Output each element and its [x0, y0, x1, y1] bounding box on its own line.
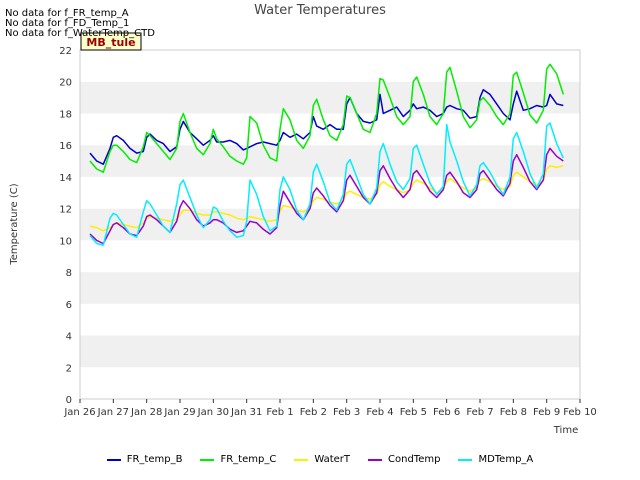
x-tick-label: Feb 6: [433, 407, 460, 418]
legend: FR_temp_B FR_temp_C WaterT CondTemp MDTemp_A: [0, 454, 640, 465]
no-data-notice: No data for f_WaterTemp_CTD: [5, 28, 155, 39]
legend-label: FR_temp_B: [126, 454, 183, 465]
series-lines: [89, 63, 565, 246]
grid-band: [80, 303, 580, 336]
grid-band: [80, 335, 580, 368]
legend-item: FR_temp_C: [200, 454, 276, 465]
grid-band: [80, 272, 580, 304]
y-tick-label: 18: [59, 109, 72, 120]
legend-label: FR_temp_C: [220, 454, 277, 465]
x-tick-label: Jan 28: [130, 407, 162, 418]
x-ticks: Jan 26 Jan 27 Jan 28 Jan 29 Jan 30 Jan 31 Feb …: [63, 399, 597, 418]
legend-swatch: [294, 458, 309, 461]
x-axis-label: Time: [553, 425, 578, 436]
legend-swatch: [200, 458, 215, 461]
legend-label: WaterT: [314, 454, 350, 465]
y-tick-label: 16: [59, 141, 72, 152]
grid-band: [80, 50, 580, 82]
x-tick-label: Feb 3: [333, 407, 360, 418]
y-tick-label: 0: [66, 395, 72, 406]
no-data-notice: No data for f_FD_Temp_1: [5, 18, 130, 29]
y-ticks: 0 2 4 6 8 10 12 14 16 18 20 22: [59, 46, 72, 406]
grid-band: [80, 81, 580, 114]
legend-label: CondTemp: [388, 454, 441, 465]
station-badge-label: MB_tule: [86, 36, 135, 49]
legend-item: MDTemp_A: [458, 454, 533, 465]
station-badge: MB_tule: [80, 32, 142, 51]
grid-band: [80, 240, 580, 273]
x-tick-label: Feb 1: [266, 407, 293, 418]
legend-item: CondTemp: [368, 454, 440, 465]
x-tick-label: Feb 2: [300, 407, 327, 418]
x-tick-label: Feb 7: [466, 407, 493, 418]
plot-frame: [79, 49, 581, 400]
grid-band: [80, 113, 580, 146]
x-tick-label: Jan 26: [63, 407, 95, 418]
grid-band: [80, 208, 580, 241]
y-tick-label: 10: [59, 236, 72, 247]
x-tick-label: Jan 27: [97, 407, 129, 418]
x-tick-label: Jan 29: [163, 407, 195, 418]
y-axis-label: Temperature (C): [9, 183, 20, 265]
x-tick-label: Jan 31: [230, 407, 262, 418]
grid-band: [80, 367, 580, 399]
series-line-fr-temp-c: [89, 63, 565, 173]
legend-item: WaterT: [294, 454, 350, 465]
y-tick-label: 20: [59, 78, 72, 89]
legend-label: MDTemp_A: [478, 454, 534, 465]
x-tick-label: Feb 9: [533, 407, 560, 418]
legend-swatch: [106, 458, 121, 461]
y-tick-label: 14: [59, 173, 72, 184]
y-tick-label: 8: [66, 268, 72, 279]
y-tick-label: 12: [59, 205, 72, 216]
y-tick-label: 4: [66, 332, 72, 343]
no-data-notice: No data for f_FR_temp_A: [5, 8, 129, 19]
legend-swatch: [368, 458, 382, 461]
series-line-mdtemp-a: [89, 122, 564, 246]
legend-item: FR_temp_B: [106, 454, 183, 465]
x-tick-label: Feb 5: [400, 407, 427, 418]
legend-swatch: [458, 458, 473, 461]
x-tick-label: Feb 8: [500, 407, 527, 418]
x-tick-label: Feb 4: [366, 407, 393, 418]
grid-band: [80, 145, 580, 177]
x-tick-label: Feb 10: [563, 407, 597, 418]
x-tick-label: Jan 30: [197, 407, 229, 418]
y-tick-label: 6: [66, 300, 72, 311]
y-tick-label: 2: [66, 363, 72, 374]
grid-bands: [80, 50, 580, 399]
chart-title: Water Temperatures: [254, 3, 386, 18]
y-tick-label: 22: [59, 46, 72, 57]
